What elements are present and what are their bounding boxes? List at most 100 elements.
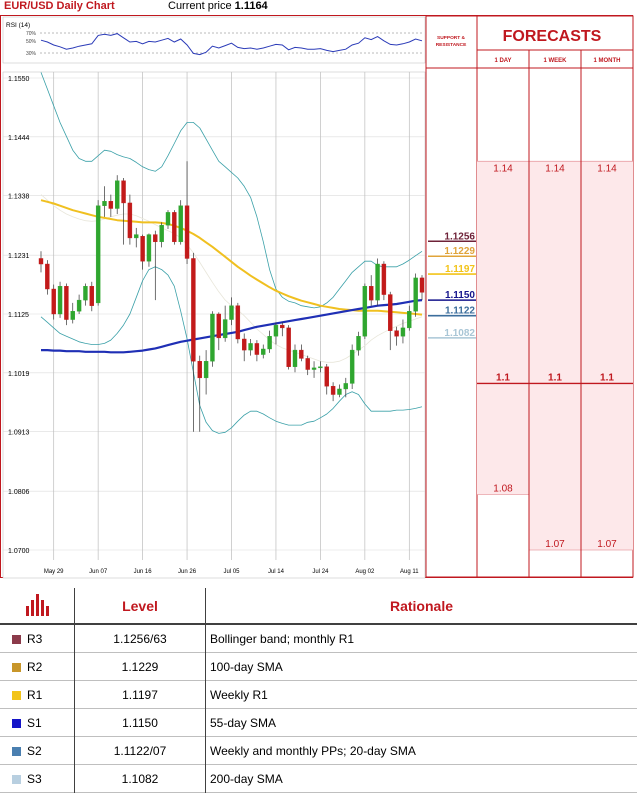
forecast-ranges <box>477 160 633 551</box>
x-tick-label: Jul 14 <box>268 569 285 575</box>
table-header-rationale: Rationale <box>205 588 637 624</box>
candle-bull <box>311 367 317 370</box>
candle-bull <box>407 311 412 329</box>
sr-level-label-r1: 1.1197 <box>445 264 475 275</box>
level-name: R1 <box>27 687 43 702</box>
level-name-cell: R1 <box>0 681 75 709</box>
candle-bull <box>146 234 152 262</box>
level-value: 1.1197 <box>74 680 206 709</box>
x-axis-labels: May 29 Jun 07 Jun 16 Jun 26 Jul 05 Jul 14 Jul … <box>44 569 419 575</box>
candle-bear <box>280 324 285 329</box>
sr-level-label-s1: 1.1150 <box>445 290 475 301</box>
candle-bear <box>64 286 69 320</box>
table-row: S2 1.1122/07 Weekly and monthly PPs; 20-da… <box>0 736 637 765</box>
candle-bull <box>102 201 107 206</box>
x-tick-label: Jun 07 <box>89 569 108 575</box>
level-name: S1 <box>27 715 42 730</box>
forecast-range-day <box>477 161 529 495</box>
candle-bear <box>330 385 336 395</box>
candle-bull <box>292 349 298 367</box>
current-price-label: Current price <box>168 0 232 12</box>
candle-bear <box>153 234 158 243</box>
table-row: R2 1.1229 100-day SMA <box>0 652 637 681</box>
rsi-tick-70: 70% <box>26 31 37 37</box>
candle-bear <box>388 294 393 331</box>
table-header-icon-cell <box>0 588 75 624</box>
level-swatch <box>12 774 21 784</box>
level-name-cell: S3 <box>0 765 75 793</box>
forecast-values: 1.14 1.1 1.08 1.14 1.1 1.07 1.14 1.1 1.07 <box>493 163 617 550</box>
sma100-line <box>40 199 423 316</box>
level-value: 1.1082 <box>74 764 206 793</box>
sr-frame <box>425 15 478 578</box>
candle-bull <box>318 366 323 369</box>
x-tick-label: Jun 16 <box>134 569 153 575</box>
candle-bull <box>222 319 228 339</box>
candle-bull <box>362 286 368 337</box>
level-name: S3 <box>27 771 42 786</box>
candle-bear <box>286 327 291 367</box>
x-tick-label: May 29 <box>44 569 64 575</box>
table-row: S1 1.1150 55-day SMA <box>0 708 637 737</box>
candle-bear <box>324 366 329 387</box>
candle-bear <box>235 305 241 340</box>
rsi-series <box>40 33 423 56</box>
candle-bull <box>210 313 215 362</box>
level-rationale: 200-day SMA <box>205 764 637 793</box>
candle-bull <box>375 263 380 301</box>
candle-bear <box>121 180 126 204</box>
candle-bear <box>191 258 196 362</box>
candle-bear <box>254 343 260 355</box>
y-tick-label: 1.1338 <box>8 194 30 201</box>
candle-bear <box>216 313 222 339</box>
table-row: R3 1.1256/63 Bollinger band; monthly R1 <box>0 624 637 653</box>
candle-bull <box>413 277 418 312</box>
rsi-line <box>40 33 423 56</box>
bollinger-lower-line <box>40 266 423 434</box>
candle-bull <box>76 299 82 312</box>
bollinger-upper-line <box>40 72 423 309</box>
forecast-low-week: 1.07 <box>545 539 565 550</box>
candle-bull <box>83 286 88 301</box>
level-swatch <box>12 662 21 672</box>
candle-bear <box>197 361 202 379</box>
candle-bull <box>261 348 266 355</box>
levels-table-body: R3 1.1256/63 Bollinger band; monthly R1 R2 1… <box>0 624 637 793</box>
level-name: S2 <box>27 743 42 758</box>
bar-chart-icon <box>26 594 49 616</box>
forecast-col-1day: 1 DAY <box>494 58 511 64</box>
level-rationale: Bollinger band; monthly R1 <box>205 624 637 653</box>
level-value: 1.1150 <box>74 708 206 737</box>
candle-bear <box>381 263 387 295</box>
level-name-cell: R2 <box>0 653 75 681</box>
current-price: Current price 1.1164 <box>168 0 268 12</box>
y-tick-label: 1.1231 <box>8 253 30 260</box>
candle-bear <box>45 263 50 290</box>
candles <box>38 161 425 432</box>
level-swatch <box>12 718 21 728</box>
candle-bull <box>114 180 120 209</box>
level-name-cell: S2 <box>0 737 75 765</box>
forecast-mid-day: 1.1 <box>496 372 510 383</box>
level-rationale: 100-day SMA <box>205 652 637 681</box>
candle-bear <box>299 349 304 359</box>
x-tick-label: Aug 11 <box>400 569 419 575</box>
candle-bull <box>178 205 183 243</box>
candle-bull <box>273 324 279 337</box>
rsi-tick-50: 50% <box>26 39 37 45</box>
sr-level-label-r2: 1.1229 <box>444 246 475 257</box>
level-name-cell: R3 <box>0 624 75 653</box>
y-axis-labels: 1.1550 1.1444 1.1338 1.1231 1.1125 1.1019 1.09… <box>8 76 30 555</box>
forecast-mid-week: 1.1 <box>548 372 562 383</box>
candle-bull <box>248 343 253 351</box>
current-price-value: 1.1164 <box>234 0 268 12</box>
level-value: 1.1122/07 <box>74 736 206 765</box>
level-value: 1.1256/63 <box>74 624 206 653</box>
forecast-low-day: 1.08 <box>493 483 513 494</box>
sr-level-label-s3: 1.1082 <box>444 328 475 339</box>
x-tick-label: Jun 26 <box>178 569 197 575</box>
table-header-row: Level Rationale <box>0 588 637 624</box>
candle-bull <box>356 336 361 351</box>
candle-bull <box>70 311 75 320</box>
y-tick-label: 1.1125 <box>8 312 29 319</box>
